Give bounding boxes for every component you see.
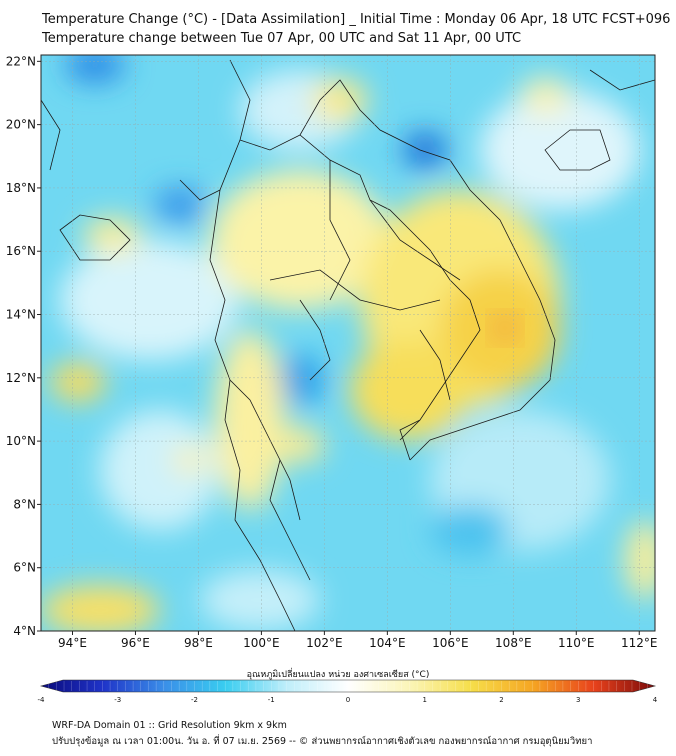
lon-tick-label: 96°E xyxy=(121,636,150,650)
colorbar-tick-label: -2 xyxy=(191,696,198,704)
colorbar-ticks: -4 -3 -2 -1 0 1 2 3 4 xyxy=(38,696,658,704)
lat-tick-label: 12°N xyxy=(6,371,36,385)
lon-tick-label: 98°E xyxy=(184,636,213,650)
lat-tick-label: 16°N xyxy=(6,244,36,258)
footer-credit: ปรับปรุงข้อมูล ณ เวลา 01:00น. วัน อ. ที่… xyxy=(52,736,593,747)
map-gridlines xyxy=(41,55,655,632)
lon-tick-label: 104°E xyxy=(369,636,406,650)
lat-tick-label: 6°N xyxy=(13,561,36,575)
colorbar-tick-label: -1 xyxy=(268,696,275,704)
footer-model-info: WRF-DA Domain 01 :: Grid Resolution 9km … xyxy=(52,720,287,731)
colorbar-title: อุณหภูมิเปลี่ยนแปลง หน่วย องศาเซลเซียส (… xyxy=(246,670,430,680)
lon-tick-label: 110°E xyxy=(558,636,595,650)
boundary-lines xyxy=(41,59,655,631)
temperature-field xyxy=(41,55,655,631)
lon-tick-label: 102°E xyxy=(306,636,343,650)
colorbar-tick-label: 1 xyxy=(423,696,427,704)
lat-tick-label: 14°N xyxy=(6,308,36,322)
colorbar-tick-label: 2 xyxy=(499,696,503,704)
lat-tick-label: 4°N xyxy=(13,624,36,638)
colorbar-tick-label: -3 xyxy=(114,696,121,704)
colorbar-tick-label: 4 xyxy=(653,696,658,704)
lon-tick-label: 108°E xyxy=(495,636,532,650)
lat-tick-label: 18°N xyxy=(6,181,36,195)
colorbar: -4 -3 -2 -1 0 1 2 3 4 xyxy=(38,679,658,704)
map-subtitle: Temperature change between Tue 07 Apr, 0… xyxy=(42,31,522,46)
colorbar-segments xyxy=(48,681,648,691)
lat-tick-label: 22°N xyxy=(6,54,36,68)
lat-tick-label: 8°N xyxy=(13,497,36,511)
longitude-labels: 94°E 96°E 98°E 100°E 102°E 104°E 106°E 108°E 110… xyxy=(58,631,658,650)
colorbar-tick-label: -4 xyxy=(38,696,46,704)
lat-tick-label: 20°N xyxy=(6,118,36,132)
map-frame xyxy=(40,54,656,632)
colorbar-tick-label: 3 xyxy=(576,696,580,704)
latitude-labels: 4°N 6°N 8°N 10°N 12°N 14°N 16°N 18°N 20°N 22°N xyxy=(6,54,41,638)
lon-tick-label: 100°E xyxy=(243,636,280,650)
lon-tick-label: 106°E xyxy=(432,636,469,650)
lon-tick-label: 94°E xyxy=(58,636,87,650)
lon-tick-label: 112°E xyxy=(621,636,658,650)
colorbar-tick-label: 0 xyxy=(346,696,350,704)
lat-tick-label: 10°N xyxy=(6,434,36,448)
map-title: Temperature Change (°C) - [Data Assimila… xyxy=(42,12,671,27)
